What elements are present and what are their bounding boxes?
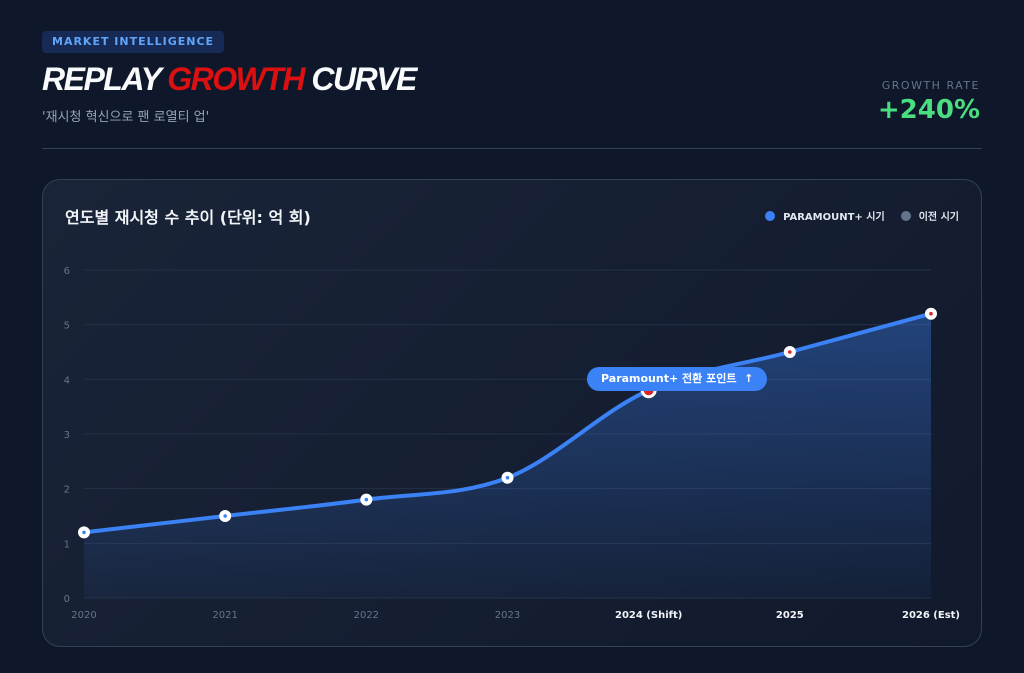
chart-card: 연도별 재시청 수 추이 (단위: 억 회) PARAMOUNT+ 시기 이전 … — [42, 179, 982, 647]
section-badge: MARKET INTELLIGENCE — [42, 31, 225, 53]
legend-label: PARAMOUNT+ 시기 — [783, 212, 885, 223]
legend-dot-icon — [765, 211, 776, 221]
growth-rate-value: +240% — [877, 95, 980, 125]
x-tick-label: 2022 — [354, 610, 379, 621]
x-tick-label: 2020 — [71, 610, 96, 621]
legend-item-paramount[interactable]: PARAMOUNT+ 시기 — [765, 208, 885, 223]
x-tick-label: 2021 — [212, 610, 237, 621]
chart-legend: PARAMOUNT+ 시기 이전 시기 — [765, 208, 959, 223]
data-point-center — [82, 530, 86, 535]
title-part3: CURVE — [311, 61, 417, 97]
legend-item-previous[interactable]: 이전 시기 — [900, 208, 959, 223]
data-point-center — [364, 497, 369, 502]
page-subtitle: '재시청 혁신으로 팬 로열티 업' — [42, 110, 210, 125]
y-tick-label: 1 — [64, 539, 70, 550]
y-tick-label: 6 — [64, 266, 70, 277]
x-tick-label: 2024 (Shift) — [615, 610, 682, 621]
title-part1: REPLAY — [42, 61, 161, 97]
y-tick-label: 0 — [64, 594, 70, 605]
y-tick-label: 2 — [64, 485, 70, 496]
x-tick-label: 2025 — [776, 610, 804, 621]
legend-label: 이전 시기 — [918, 212, 959, 223]
annotation-text: Paramount+ 전환 포인트 — [601, 372, 737, 385]
x-tick-label: 2023 — [495, 610, 520, 621]
area-fill — [84, 313, 931, 598]
x-tick-label: 2026 (Est) — [902, 610, 960, 621]
page-title: REPLAY GROWTH CURVE — [42, 61, 417, 98]
legend-dot-icon — [900, 211, 911, 221]
growth-rate-label: GROWTH RATE — [881, 79, 980, 92]
y-tick-label: 4 — [64, 375, 70, 386]
title-part2: GROWTH — [167, 61, 305, 97]
data-point-center — [788, 350, 792, 354]
arrow-up-icon: ↑ — [744, 372, 754, 385]
y-tick-label: 3 — [64, 430, 70, 441]
data-point-center — [929, 311, 933, 316]
data-point-center — [505, 475, 510, 480]
chart-title: 연도별 재시청 수 추이 (단위: 억 회) — [65, 208, 311, 227]
y-tick-label: 5 — [64, 321, 70, 332]
divider — [42, 148, 982, 149]
shift-annotation: Paramount+ 전환 포인트 ↑ — [587, 367, 768, 391]
data-point-center — [223, 514, 227, 518]
chart-svg: 0 1 2 3 4 5 6 2020 2021 2022 2023 2024 (Shift) 2025 2… — [64, 266, 960, 621]
